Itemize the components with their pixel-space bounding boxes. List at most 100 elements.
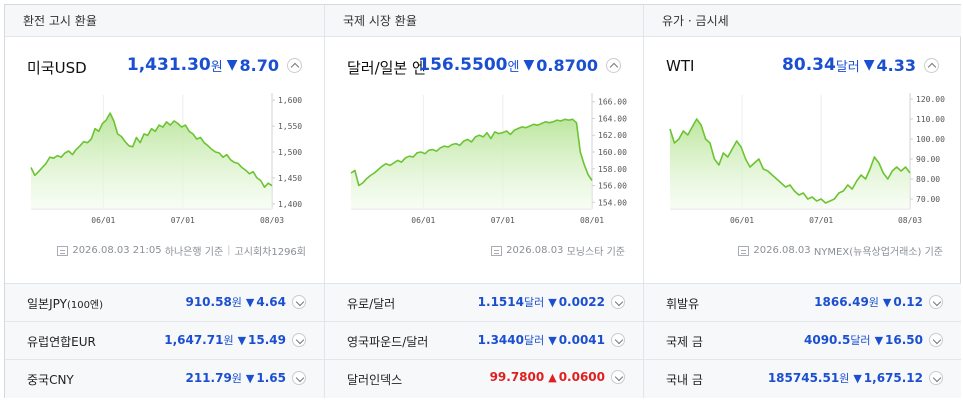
main-quote[interactable]: WTI 80.34 달러 ▼ 4.33 [644, 49, 961, 83]
list-item[interactable]: 국내 금 185745.51 원 ▼ 1,675.12 [644, 360, 961, 398]
chevron-up-icon[interactable] [606, 57, 621, 73]
y-tick-label: 166.00 [598, 98, 627, 107]
series-line [350, 118, 593, 187]
list-item-unit: 달러 [523, 334, 545, 347]
quote-list-commodity: 휘발유 1866.49 원 ▼ 0.12 국제 금 4090.5 달러 ▼ 16.50 국내 금 18… [643, 283, 961, 398]
list-item-label: 유럽연합EUR [27, 335, 96, 349]
list-item[interactable]: 유럽연합EUR 1,647.71 원 ▼ 15.49 [5, 322, 324, 360]
list-item-unit: 원 [868, 296, 879, 309]
main-quote-name: 달러/일본 엔 [347, 59, 426, 77]
y-tick-label: 154.00 [598, 198, 627, 207]
list-item[interactable]: 휘발유 1866.49 원 ▼ 0.12 [644, 284, 961, 322]
list-item[interactable]: 중국CNY 211.79 원 ▼ 1.65 [5, 360, 324, 398]
list-item[interactable]: 영국파운드/달러 1.3440 달러 ▼ 0.0041 [325, 322, 643, 360]
down-arrow-icon: ▼ [874, 333, 884, 347]
down-arrow-icon: ▼ [853, 371, 862, 385]
x-tick-label: 07/01 [809, 216, 833, 225]
x-tick-label: 07/01 [491, 216, 515, 225]
y-tick-label: 80.00 [916, 175, 940, 184]
y-tick-label: 1,550 [278, 122, 302, 131]
main-quote-unit: 달러 [835, 59, 860, 75]
x-tick-label: 07/01 [171, 216, 195, 225]
list-item-name: 유럽연합EUR [27, 333, 96, 350]
chevron-down-icon[interactable] [611, 295, 625, 309]
chevron-down-icon[interactable] [292, 371, 306, 385]
down-arrow-icon: ▼ [548, 333, 557, 347]
main-quote[interactable]: 달러/일본 엔 156.5500 엔 ▼ 0.8700 [325, 49, 643, 83]
main-quote-unit: 엔 [507, 59, 520, 75]
chevron-down-icon[interactable] [611, 333, 625, 347]
main-quote[interactable]: 미국USD 1,431.30 원 ▼ 8.70 [5, 49, 324, 83]
quote-list-exchange: 일본JPY(100엔) 910.58 원 ▼ 4.64 유럽연합EUR 1,647.71 원 ▼… [5, 283, 324, 398]
source-info: 2026.08.03 모닝스타 기준 [491, 243, 625, 258]
list-item-unit: 달러 [523, 296, 545, 309]
chevron-down-icon[interactable] [292, 333, 306, 347]
list-item-label: 휘발유 [666, 297, 700, 311]
list-item-unit: 원 [231, 372, 242, 385]
exchange-rate-widget: 환전 고시 환율 미국USD 1,431.30 원 ▼ 8.70 06/01 07… [4, 4, 961, 398]
x-tick-label: 08/03 [260, 216, 284, 225]
list-item-name: 유로/달러 [347, 295, 395, 312]
panel-header[interactable]: 국제 시장 환율 [325, 5, 643, 37]
list-item-change: 15.49 [248, 333, 286, 347]
document-icon [57, 245, 69, 256]
chevron-down-icon[interactable] [929, 371, 943, 385]
down-arrow-icon: ▼ [226, 57, 238, 73]
chevron-down-icon[interactable] [292, 295, 306, 309]
y-tick-label: 70.00 [916, 195, 940, 204]
list-item-name: 영국파운드/달러 [347, 333, 428, 350]
list-item-change: 1.65 [256, 371, 286, 385]
list-item-label: 유로/달러 [347, 297, 396, 311]
up-arrow-icon: ▲ [548, 370, 557, 384]
main-quote-change: 8.70 [239, 55, 279, 75]
panel-oil-gold: 유가 · 금시세 WTI 80.34 달러 ▼ 4.33 06/01 07/01 0… [643, 5, 961, 397]
x-tick-label: 06/01 [411, 216, 435, 225]
document-icon [491, 245, 503, 256]
chevron-down-icon[interactable] [611, 370, 625, 384]
y-tick-label: 162.00 [598, 131, 627, 140]
main-quote-value: 80.34 [782, 55, 836, 75]
y-tick-label: 110.00 [916, 115, 945, 124]
main-quote-name: 미국USD [27, 59, 87, 77]
chevron-down-icon[interactable] [929, 333, 943, 347]
main-quote-unit: 원 [210, 59, 223, 75]
chevron-down-icon[interactable] [929, 295, 943, 309]
list-item-value: 910.58 [185, 295, 232, 309]
list-item-label: 영국파운드/달러 [347, 335, 429, 349]
list-item-label: 국내 금 [666, 373, 703, 387]
panel-header[interactable]: 유가 · 금시세 [644, 5, 961, 37]
list-item-quote: 211.79 원 ▼ 1.65 [185, 370, 306, 386]
list-item-change: 16.50 [885, 333, 923, 347]
series-line [30, 112, 273, 188]
list-item-quote: 910.58 원 ▼ 4.64 [185, 294, 306, 310]
list-item-label: 국제 금 [666, 335, 703, 349]
list-item[interactable]: 국제 금 4090.5 달러 ▼ 16.50 [644, 322, 961, 360]
chevron-up-icon[interactable] [924, 57, 939, 73]
list-item-change: 4.64 [256, 295, 286, 309]
main-quote-value: 1,431.30 [126, 55, 211, 75]
list-item-value: 1.1514 [477, 295, 524, 309]
y-tick-label: 1,400 [278, 200, 302, 209]
list-item[interactable]: 달러인덱스 99.7800 ▲ 0.0600 [325, 360, 643, 398]
list-item-change: 0.0600 [558, 370, 605, 384]
list-item-change: 0.0022 [558, 295, 605, 309]
chevron-up-icon[interactable] [287, 57, 302, 73]
panel-header[interactable]: 환전 고시 환율 [5, 5, 324, 37]
source-date: 2026.08.03 [753, 245, 811, 256]
list-item-value: 1866.49 [814, 295, 869, 309]
x-tick-label: 08/01 [580, 216, 604, 225]
y-tick-label: 90.00 [916, 155, 940, 164]
list-item-name: 휘발유 [666, 295, 699, 312]
list-item-unit: 달러 [850, 334, 871, 347]
list-item-change: 0.12 [893, 295, 923, 309]
list-item-quote: 185745.51 원 ▼ 1,675.12 [768, 370, 943, 386]
list-item-value: 1,647.71 [164, 333, 224, 347]
down-arrow-icon: ▼ [237, 333, 247, 347]
list-item[interactable]: 유로/달러 1.1514 달러 ▼ 0.0022 [325, 284, 643, 322]
source-date: 2026.08.03 21:05 [72, 245, 162, 256]
list-item-unit: 원 [223, 334, 234, 347]
series-area [670, 119, 910, 209]
list-item[interactable]: 일본JPY(100엔) 910.58 원 ▼ 4.64 [5, 284, 324, 322]
list-item-value: 1.3440 [477, 333, 524, 347]
wti-trend-chart: 06/01 07/01 08/03 120.00 110.00 100.00 90.00 80… [669, 93, 945, 225]
